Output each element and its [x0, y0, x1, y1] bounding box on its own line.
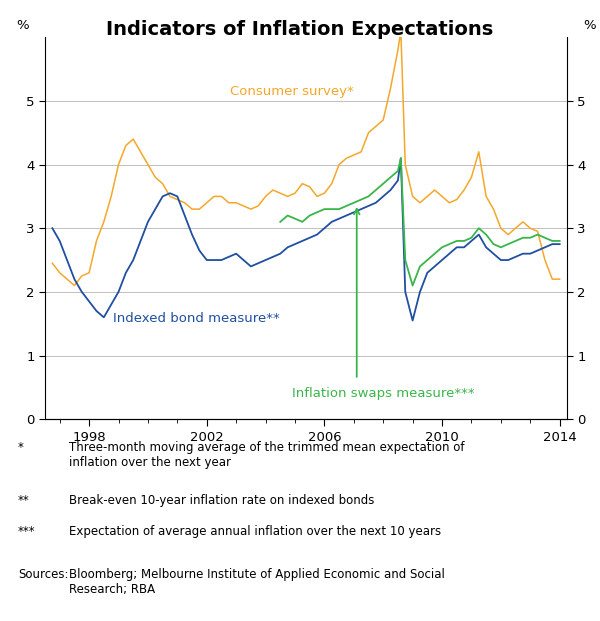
- Text: **: **: [18, 494, 30, 507]
- Text: Sources:: Sources:: [18, 568, 68, 581]
- Text: Expectation of average annual inflation over the next 10 years: Expectation of average annual inflation …: [69, 525, 441, 538]
- Text: Bloomberg; Melbourne Institute of Applied Economic and Social
Research; RBA: Bloomberg; Melbourne Institute of Applie…: [69, 568, 445, 596]
- Text: Three-month moving average of the trimmed mean expectation of
inflation over the: Three-month moving average of the trimme…: [69, 441, 464, 469]
- Text: ***: ***: [18, 525, 35, 538]
- Text: %: %: [583, 19, 596, 32]
- Text: Indicators of Inflation Expectations: Indicators of Inflation Expectations: [106, 20, 494, 40]
- Text: Indexed bond measure**: Indexed bond measure**: [113, 312, 280, 325]
- Text: *: *: [18, 441, 24, 454]
- Text: Inflation swaps measure***: Inflation swaps measure***: [292, 387, 475, 400]
- Text: %: %: [16, 19, 29, 32]
- Text: Break-even 10-year inflation rate on indexed bonds: Break-even 10-year inflation rate on ind…: [69, 494, 374, 507]
- Text: Consumer survey*: Consumer survey*: [230, 84, 354, 97]
